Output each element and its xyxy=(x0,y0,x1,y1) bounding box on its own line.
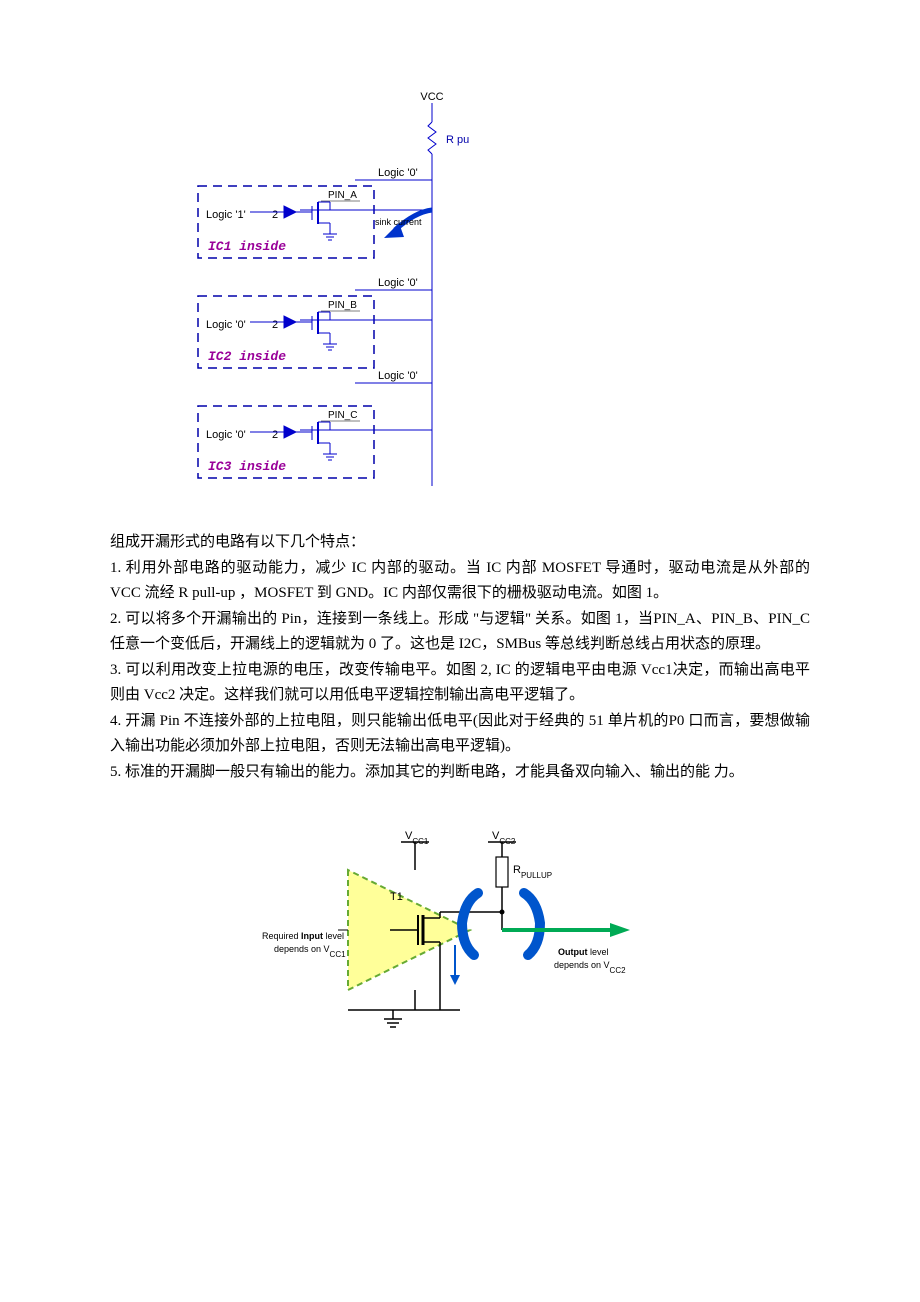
intro-line: 组成开漏形式的电路有以下几个特点： xyxy=(110,530,810,556)
input-cc1: CC1 xyxy=(330,950,347,959)
point-1: 1. 利用外部电路的驱动能力，减少 IC 内部的驱动。当 IC 内部 MOSFE… xyxy=(110,556,810,607)
ic1-pin: PIN_A xyxy=(328,190,357,201)
ic1-block: Logic '0' PIN_A Logic '1' 2 xyxy=(198,167,432,258)
sink-current-label: sink current xyxy=(375,217,422,227)
input-level: level xyxy=(323,931,344,941)
ic3-num: 2 xyxy=(272,429,278,441)
ic2-logic-out: Logic '0' xyxy=(378,277,418,289)
vcc-label: VCC xyxy=(420,91,443,103)
ic3-block: PIN_C Logic '0' 2 IC3 inside xyxy=(198,406,432,478)
point-5: 5. 标准的开漏脚一般只有输出的能力。添加其它的判断电路，才能具备双向输入、输出… xyxy=(110,760,810,786)
svg-text:Required Input level: Required Input level xyxy=(262,931,344,941)
ic1-name: IC1 inside xyxy=(208,239,286,254)
point-4: 4. 开漏 Pin 不连接外部的上拉电阻，则只能输出低电平(因此对于经典的 51… xyxy=(110,709,810,760)
input-bold: Input xyxy=(301,931,323,941)
r-sub: PULLUP xyxy=(521,871,552,880)
figure-1-container: VCC R pull-up Logic '0' PIN_A Logic '1' … xyxy=(180,90,810,490)
figure-2-container: VCC1 VCC2 RPULLUP T1 xyxy=(110,815,810,1045)
ic2-name: IC2 inside xyxy=(208,349,286,364)
ic2-logic-in: Logic '0' xyxy=(206,319,246,331)
svg-text:VCC2: VCC2 xyxy=(492,830,516,846)
ic2-pin: PIN_B xyxy=(328,300,357,311)
input-dep: depends on V xyxy=(274,944,330,954)
ic3-logic-in: Logic '0' xyxy=(206,429,246,441)
body-text: 组成开漏形式的电路有以下几个特点： 1. 利用外部电路的驱动能力，减少 IC 内… xyxy=(110,530,810,785)
point-3: 3. 可以利用改变上拉电源的电压，改变传输电平。如图 2, IC 的逻辑电平由电… xyxy=(110,658,810,709)
ic1-logic-out: Logic '0' xyxy=(378,167,418,179)
svg-text:RPULLUP: RPULLUP xyxy=(513,864,552,880)
svg-text:depends on VCC1: depends on VCC1 xyxy=(274,944,346,959)
ic1-num: 2 xyxy=(272,209,278,221)
ic1-logic-in: Logic '1' xyxy=(206,209,246,221)
ic2-num: 2 xyxy=(272,319,278,331)
output-dep: depends on V xyxy=(554,960,610,970)
input-req: Required xyxy=(262,931,301,941)
point-2: 2. 可以将多个开漏输出的 Pin，连接到一条线上。形成 "与逻辑" 关系。如图… xyxy=(110,607,810,658)
ic2-block: Logic '0' PIN_B Logic '0' 2 IC2 inside xyxy=(198,277,432,368)
output-level: level xyxy=(588,947,609,957)
svg-text:Output level: Output level xyxy=(558,947,609,957)
ic3-name: IC3 inside xyxy=(208,459,286,474)
svg-text:VCC1: VCC1 xyxy=(405,830,429,846)
logic-mid: Logic '0' xyxy=(378,370,418,382)
level-shift-diagram: VCC1 VCC2 RPULLUP T1 xyxy=(260,815,660,1045)
open-drain-diagram: VCC R pull-up Logic '0' PIN_A Logic '1' … xyxy=(180,90,470,490)
output-bold: Output xyxy=(558,947,588,957)
svg-text:depends on VCC2: depends on VCC2 xyxy=(554,960,626,975)
t1-label: T1 xyxy=(390,891,403,903)
r-label: R xyxy=(513,864,521,876)
ic3-pin: PIN_C xyxy=(328,410,357,421)
pullup-label: R pull-up xyxy=(446,134,470,146)
output-cc2: CC2 xyxy=(610,966,627,975)
